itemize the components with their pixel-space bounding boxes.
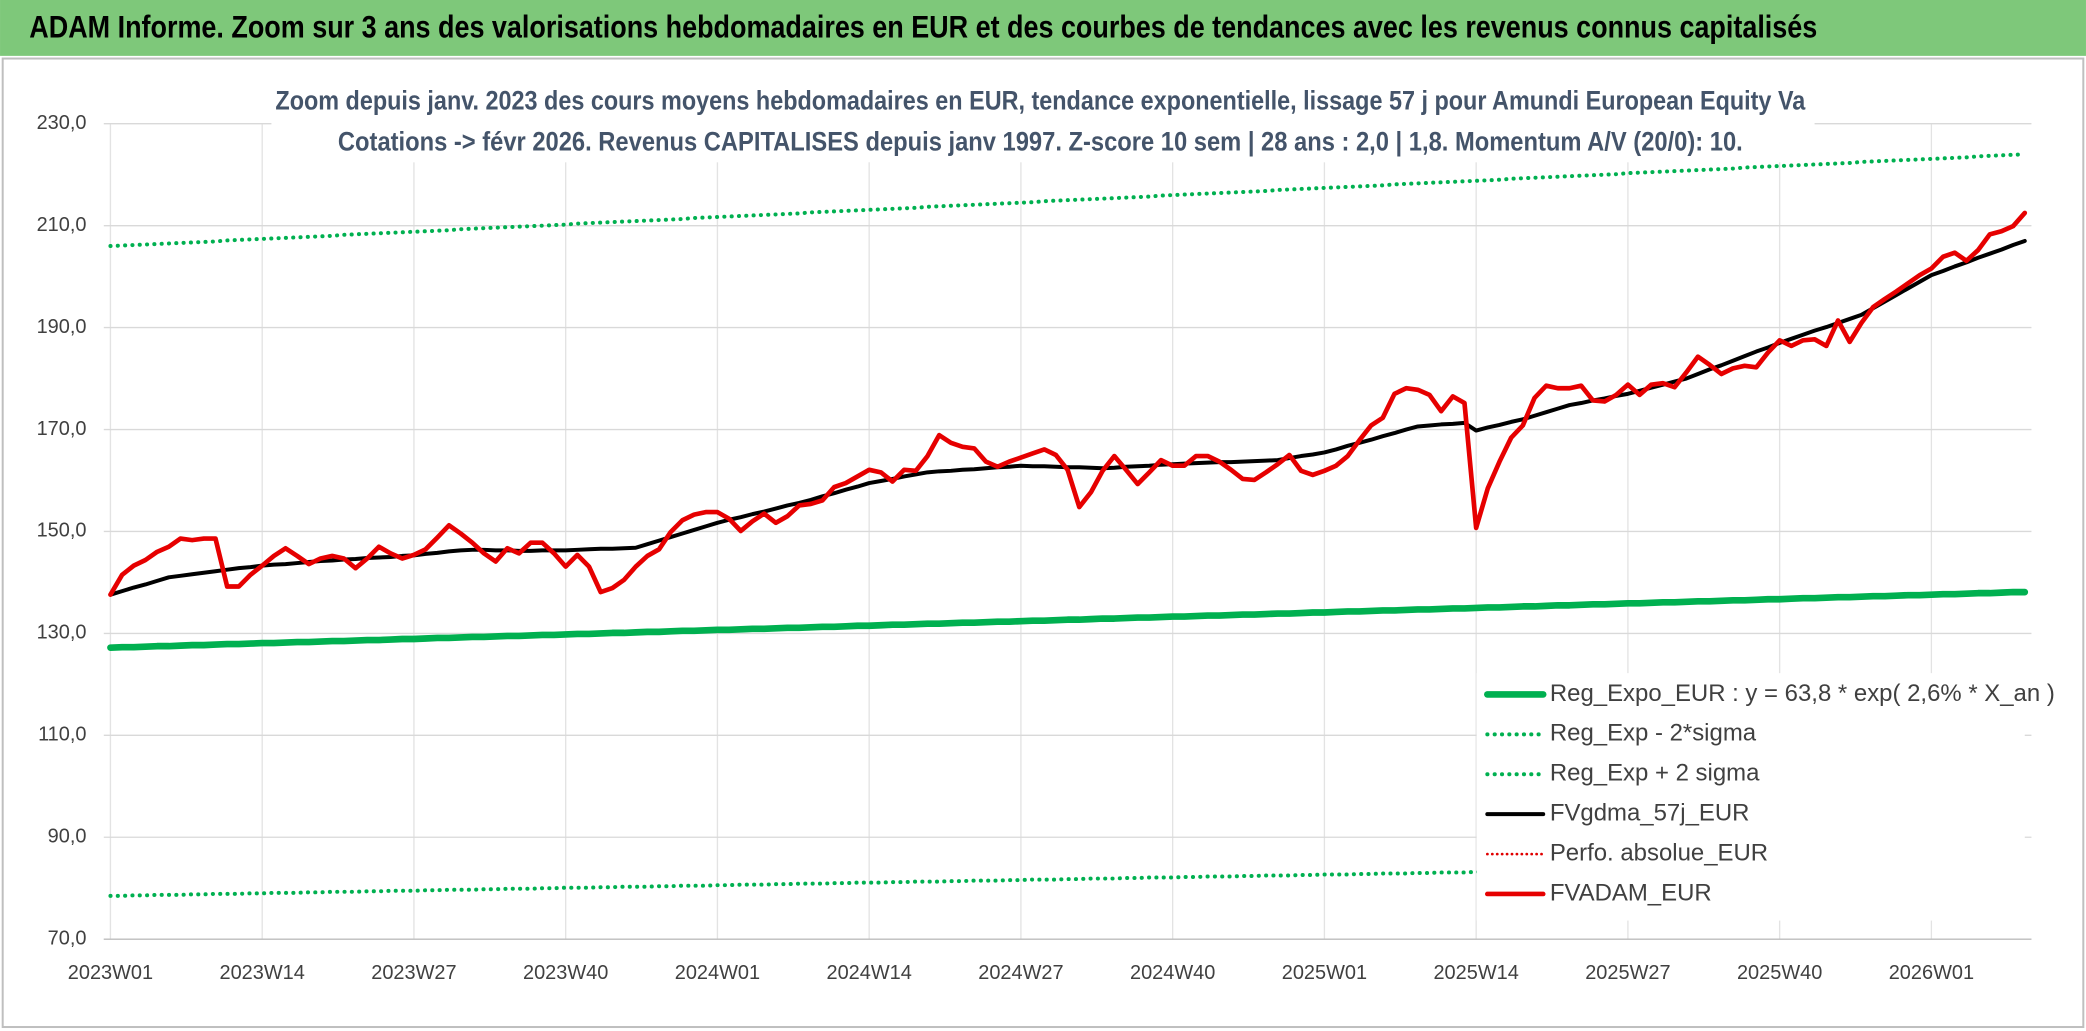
subtitle-background: [271, 82, 1815, 163]
x-tick-label: 2026W01: [1889, 962, 1974, 984]
x-tick-label: 2024W40: [1130, 962, 1215, 984]
series-line: [107, 588, 2029, 651]
y-tick-label: 90,0: [48, 826, 87, 848]
subtitle: Zoom depuis janv. 2023 des cours moyens …: [275, 85, 1805, 115]
x-tick-label: 2024W01: [675, 962, 760, 984]
x-tick-label: 2023W01: [68, 962, 153, 984]
x-tick-label: 2024W27: [978, 962, 1063, 984]
x-tick-label: 2023W40: [523, 962, 608, 984]
x-tick-label: 2023W14: [220, 962, 305, 984]
x-tick-label: 2025W27: [1585, 962, 1670, 984]
x-tick-label: 2025W14: [1433, 962, 1518, 984]
y-tick-label: 150,0: [37, 520, 87, 542]
y-tick-label: 70,0: [48, 927, 87, 949]
legend-label: Perfo. absolue_EUR: [1550, 839, 1768, 866]
y-tick-label: 230,0: [37, 112, 87, 134]
page-title: ADAM Informe. Zoom sur 3 ans des valoris…: [29, 9, 1817, 45]
series-line: [108, 210, 2028, 597]
y-tick-label: 190,0: [37, 316, 87, 338]
plot-area: 2023W01 2023W14 2023W27 2023W40 2024W01 2024W…: [37, 112, 2032, 984]
x-tick-label: 2025W40: [1737, 962, 1822, 984]
y-tick-label: 110,0: [38, 724, 86, 746]
chart-frame: [1, 57, 2085, 1029]
legend-label: FVgdma_57j_EUR: [1550, 799, 1750, 826]
series-line: [108, 152, 2027, 249]
title-banner: [0, 0, 2086, 56]
legend-label: Reg_Exp - 2*sigma: [1550, 720, 1757, 747]
x-tick-label: 2023W27: [371, 962, 456, 984]
y-tick-label: 210,0: [37, 214, 87, 236]
legend: Reg_Expo_EUR : y = 63,8 * exp( 2,6% * X_…: [1476, 673, 2055, 921]
legend-label: FVADAM_EUR: [1550, 879, 1712, 906]
y-tick-label: 130,0: [37, 622, 87, 644]
legend-label: Reg_Expo_EUR : y = 63,8 * exp( 2,6% * X_…: [1550, 680, 2055, 707]
y-tick-label: 170,0: [37, 418, 87, 440]
x-tick-label: 2025W01: [1282, 962, 1367, 984]
legend-label: Reg_Exp + 2 sigma: [1550, 760, 1760, 787]
subtitle: Cotations -> févr 2026. Revenus CAPITALI…: [338, 127, 1743, 157]
legend-background: [1476, 673, 2025, 921]
x-tick-label: 2024W14: [826, 962, 911, 984]
